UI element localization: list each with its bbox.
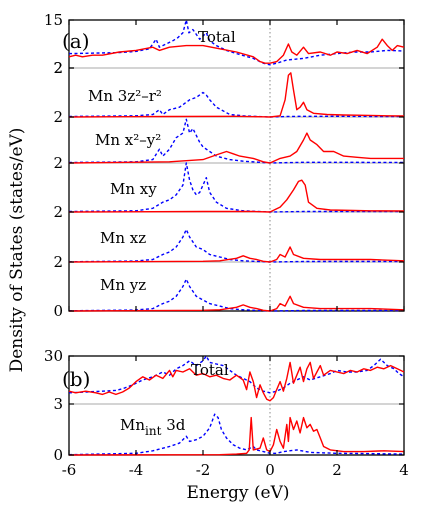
panel-label: (a) [62, 29, 90, 53]
solid-dos-curve [68, 38, 405, 64]
curve-label: Mn x²–y² [95, 131, 161, 149]
curve-label: Mn yz [100, 276, 146, 294]
curve-label: Total [191, 361, 229, 379]
y-tick-label: 2 [53, 154, 63, 172]
curve-label-subscript: int [145, 424, 162, 438]
dashed-dos-curve [68, 355, 405, 394]
y-tick-label: 0 [53, 302, 63, 320]
x-tick-label: -4 [129, 461, 144, 479]
x-tick-label: 2 [332, 461, 342, 479]
solid-dos-curve [68, 416, 405, 456]
text-labels: Density of States (states/eV) Energy (eV… [7, 28, 290, 503]
panel-label: (b) [62, 367, 90, 391]
y-tick-label: 2 [53, 59, 63, 77]
curve-label: Mn 3z²–r² [88, 87, 162, 105]
y-tick-label: 0 [53, 446, 63, 464]
y-tick-label: 15 [44, 11, 63, 29]
solid-dos-curve [68, 179, 405, 213]
solid-dos-curve [68, 361, 405, 402]
x-axis-title: Energy (eV) [186, 483, 289, 503]
solid-dos-curve [68, 72, 405, 118]
y-tick-label: 2 [53, 59, 63, 77]
curve-label-suffix: 3d [161, 416, 185, 434]
dashed-dos-curve [68, 413, 405, 456]
curve-label: Mn xz [100, 229, 146, 247]
x-tick-label: -6 [62, 461, 77, 479]
y-tick-label: 30 [44, 347, 63, 365]
x-tick-label: -2 [196, 461, 211, 479]
curve-label: Total [198, 28, 236, 46]
y-axis-title: Density of States (states/eV) [7, 128, 27, 373]
x-tick-label: 4 [399, 461, 409, 479]
dashed-dos-curve [68, 162, 404, 213]
solid-dos-curve [68, 295, 405, 312]
dashed-dos-curve [68, 91, 404, 118]
x-tick-label: 0 [265, 461, 275, 479]
y-tick-label: 2 [53, 108, 63, 126]
curve-label: Mn xy [110, 180, 157, 198]
panel-frame [68, 355, 405, 456]
y-tick-label: 3 [53, 395, 63, 413]
dos-curves [68, 19, 405, 456]
y-tick-label: 2 [53, 253, 63, 271]
solid-dos-curve [68, 246, 405, 263]
dashed-dos-curve [68, 19, 405, 66]
curve-label: Mnint 3d [120, 416, 186, 438]
panel-frame [68, 19, 405, 312]
y-tick-label: 2 [53, 203, 63, 221]
solid-dos-curve [68, 132, 404, 164]
